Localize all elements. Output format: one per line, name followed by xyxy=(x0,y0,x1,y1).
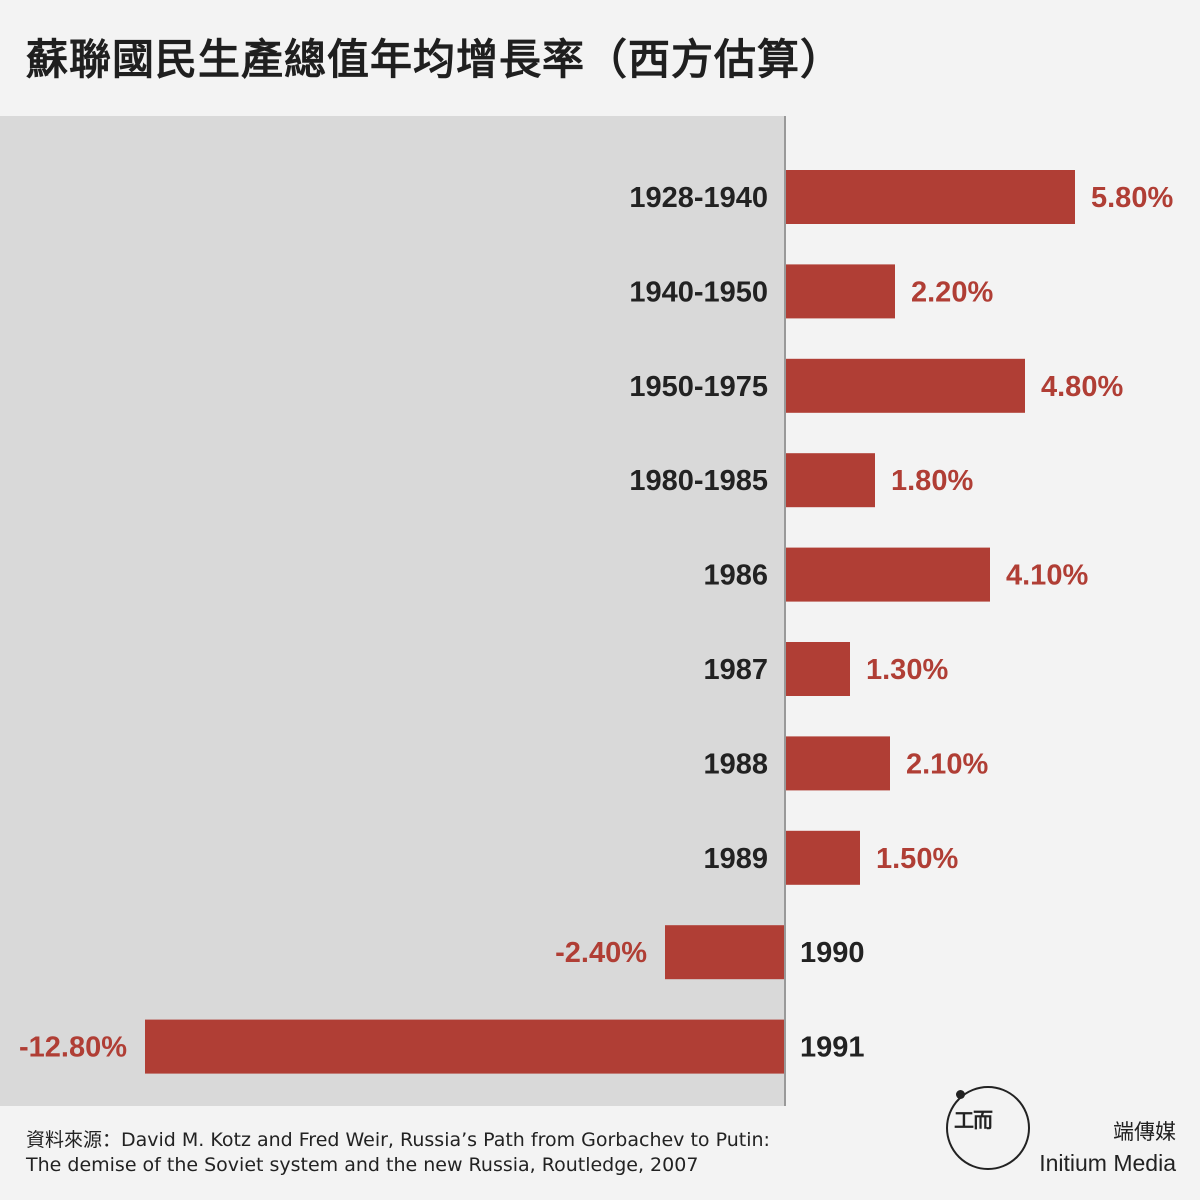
bars-layer: 1928-1940 5.80% 1940-1950 2.20% 1950-1975 4.8… xyxy=(19,170,1173,1074)
initium-logo-icon: 工而 xyxy=(946,1086,1030,1170)
bar-1991 xyxy=(145,1019,785,1074)
category-label: 1980-1985 xyxy=(629,465,768,497)
source-line-2: The demise of the Soviet system and the … xyxy=(26,1154,699,1176)
negative-region-background xyxy=(0,116,785,1106)
value-label: -12.80% xyxy=(19,1032,127,1064)
category-label: 1950-1975 xyxy=(629,371,768,403)
value-label: 4.80% xyxy=(1041,371,1123,403)
value-label: 1.30% xyxy=(866,654,948,686)
bar-1940-1950 xyxy=(785,264,895,319)
category-label: 1990 xyxy=(800,937,865,969)
bar-1986 xyxy=(785,547,990,602)
source-line-1: 資料來源：David M. Kotz and Fred Weir, Russia… xyxy=(26,1129,770,1151)
category-label: 1987 xyxy=(703,654,768,686)
value-label: 5.80% xyxy=(1091,182,1173,214)
category-label: 1991 xyxy=(800,1032,865,1064)
bar-1989 xyxy=(785,830,860,885)
category-label: 1940-1950 xyxy=(629,276,768,308)
brand-name-en: Initium Media xyxy=(1039,1150,1176,1176)
bar-1928-1940 xyxy=(785,170,1075,224)
value-label: 4.10% xyxy=(1006,560,1088,592)
chart-title: 蘇聯國民生產總值年均增長率（西方估算） xyxy=(26,35,844,84)
brand-name-zh: 端傳媒 xyxy=(1113,1120,1176,1144)
logo-glyph: 工而 xyxy=(954,1108,993,1132)
bar-1990 xyxy=(665,925,785,980)
bar-1987 xyxy=(785,642,850,696)
value-label: -2.40% xyxy=(555,937,647,969)
category-label: 1988 xyxy=(703,748,768,780)
logo-dot xyxy=(956,1090,965,1099)
category-label: 1989 xyxy=(703,843,768,875)
value-label: 1.50% xyxy=(876,843,958,875)
bar-1950-1975 xyxy=(785,358,1025,413)
source-note: 資料來源：David M. Kotz and Fred Weir, Russia… xyxy=(26,1128,770,1178)
value-label: 2.20% xyxy=(911,276,993,308)
value-label: 2.10% xyxy=(906,748,988,780)
bar-1980-1985 xyxy=(785,453,875,508)
value-label: 1.80% xyxy=(891,465,973,497)
category-label: 1986 xyxy=(703,560,768,592)
bar-1988 xyxy=(785,736,890,791)
category-label: 1928-1940 xyxy=(629,182,768,214)
